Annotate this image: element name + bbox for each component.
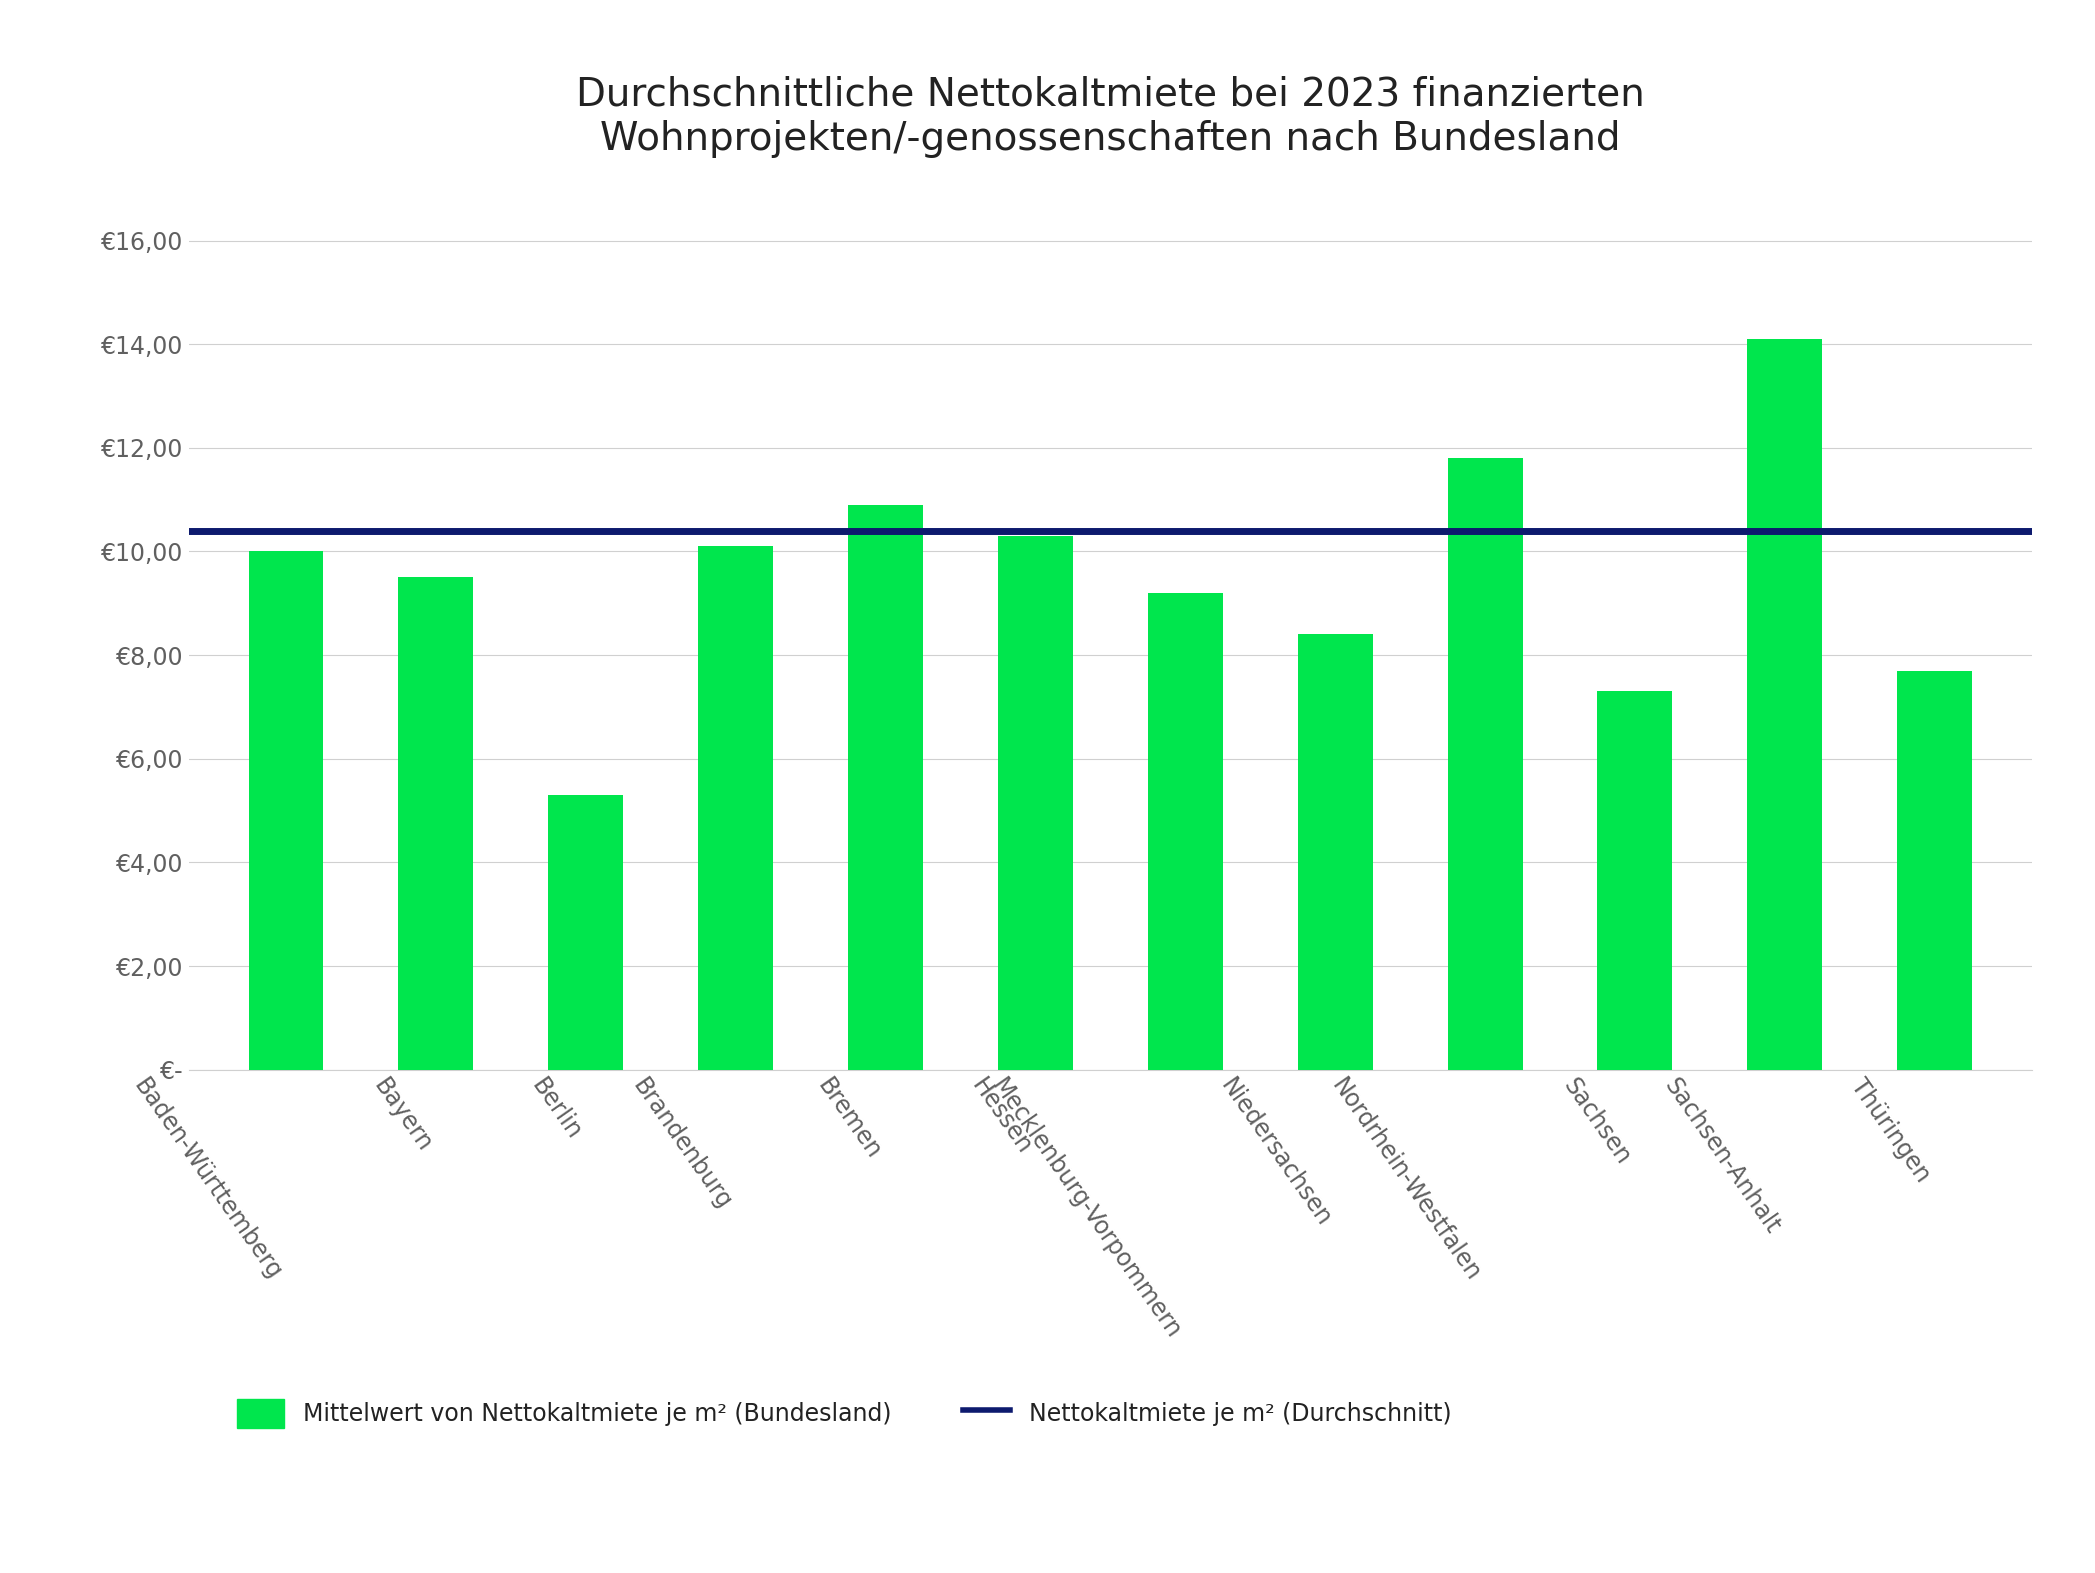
Bar xyxy=(1297,634,1372,1070)
Bar xyxy=(549,794,622,1070)
Bar xyxy=(1747,340,1823,1070)
Bar xyxy=(848,505,924,1070)
Legend: Mittelwert von Nettokaltmiete je m² (Bundesland), Nettokaltmiete je m² (Durchsch: Mittelwert von Nettokaltmiete je m² (Bun… xyxy=(237,1398,1452,1428)
Bar xyxy=(1148,593,1223,1070)
Bar xyxy=(398,577,473,1070)
Title: Durchschnittliche Nettokaltmiete bei 2023 finanzierten
Wohnprojekten/-genossensc: Durchschnittliche Nettokaltmiete bei 202… xyxy=(576,76,1645,157)
Bar xyxy=(698,546,773,1070)
Bar xyxy=(1598,692,1672,1070)
Bar xyxy=(1448,458,1523,1070)
Bar xyxy=(997,536,1073,1070)
Bar xyxy=(249,552,323,1070)
Bar xyxy=(1898,670,1971,1070)
